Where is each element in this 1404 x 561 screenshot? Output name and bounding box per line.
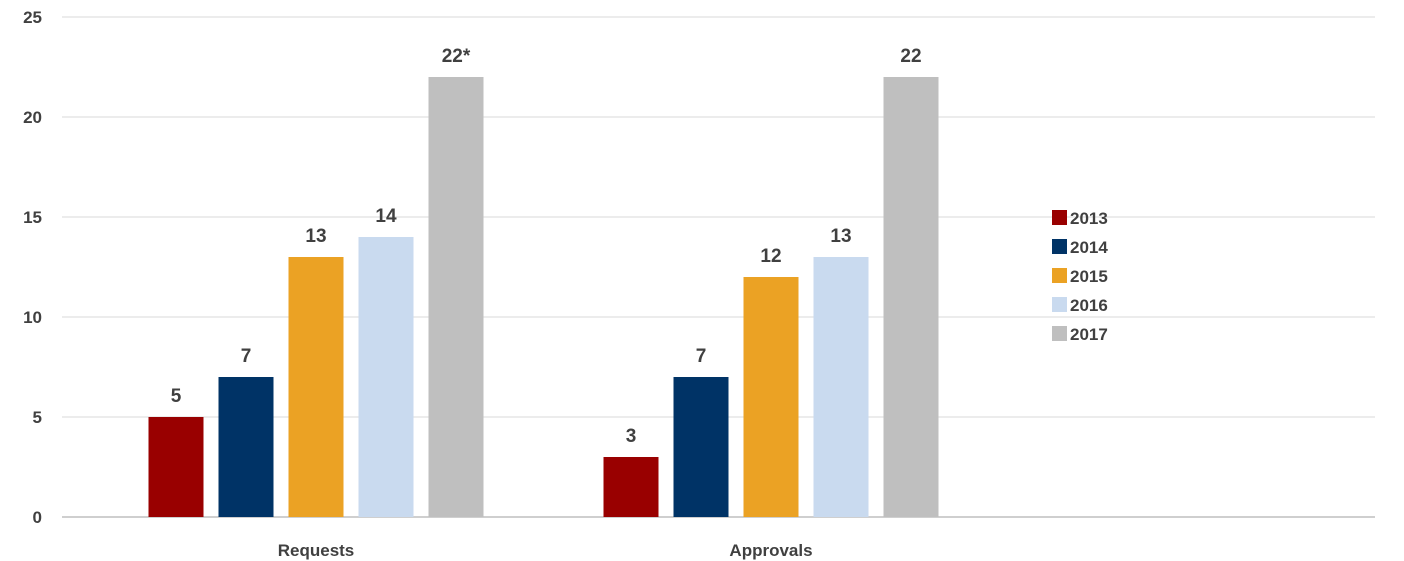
x-axis-categories: Requests Approvals — [278, 541, 813, 560]
data-label: 7 — [241, 346, 252, 367]
y-tick-label: 5 — [33, 408, 42, 427]
legend-label: 2014 — [1070, 238, 1108, 257]
data-label: 13 — [305, 226, 326, 247]
legend-label: 2017 — [1070, 325, 1108, 344]
legend-swatch-2016 — [1052, 297, 1067, 312]
legend-swatch-2015 — [1052, 268, 1067, 283]
legend: 2013 2014 2015 2016 2017 — [1052, 209, 1108, 344]
bar-approvals-2013 — [603, 457, 659, 517]
data-label: 3 — [626, 426, 637, 447]
bars — [148, 77, 939, 517]
bar-requests-2017 — [428, 77, 484, 517]
bar-approvals-2017 — [883, 77, 939, 517]
bar-requests-2014 — [218, 377, 274, 517]
legend-label: 2015 — [1070, 267, 1108, 286]
data-label: 22* — [442, 46, 471, 67]
y-tick-label: 10 — [23, 308, 42, 327]
data-label: 14 — [375, 206, 397, 227]
bar-requests-2013 — [148, 417, 204, 517]
category-label: Approvals — [729, 541, 812, 560]
bar-requests-2015 — [288, 257, 344, 517]
legend-swatch-2017 — [1052, 326, 1067, 341]
data-labels: 5 7 13 14 22* 3 7 12 13 22 — [171, 46, 922, 447]
legend-label: 2016 — [1070, 296, 1108, 315]
y-axis-ticks: 0 5 10 15 20 25 — [23, 8, 42, 527]
legend-label: 2013 — [1070, 209, 1108, 228]
gridlines — [62, 16, 1375, 518]
y-tick-label: 25 — [23, 8, 42, 27]
data-label: 5 — [171, 386, 182, 407]
category-label: Requests — [278, 541, 355, 560]
y-tick-label: 0 — [33, 508, 42, 527]
bar-approvals-2016 — [813, 257, 869, 517]
legend-swatch-2013 — [1052, 210, 1067, 225]
data-label: 22 — [900, 46, 921, 67]
data-label: 12 — [760, 246, 781, 267]
legend-swatch-2014 — [1052, 239, 1067, 254]
bar-requests-2016 — [358, 237, 414, 517]
data-label: 7 — [696, 346, 707, 367]
data-label: 13 — [830, 226, 851, 247]
y-tick-label: 15 — [23, 208, 42, 227]
bar-approvals-2014 — [673, 377, 729, 517]
y-tick-label: 20 — [23, 108, 42, 127]
bar-approvals-2015 — [743, 277, 799, 517]
